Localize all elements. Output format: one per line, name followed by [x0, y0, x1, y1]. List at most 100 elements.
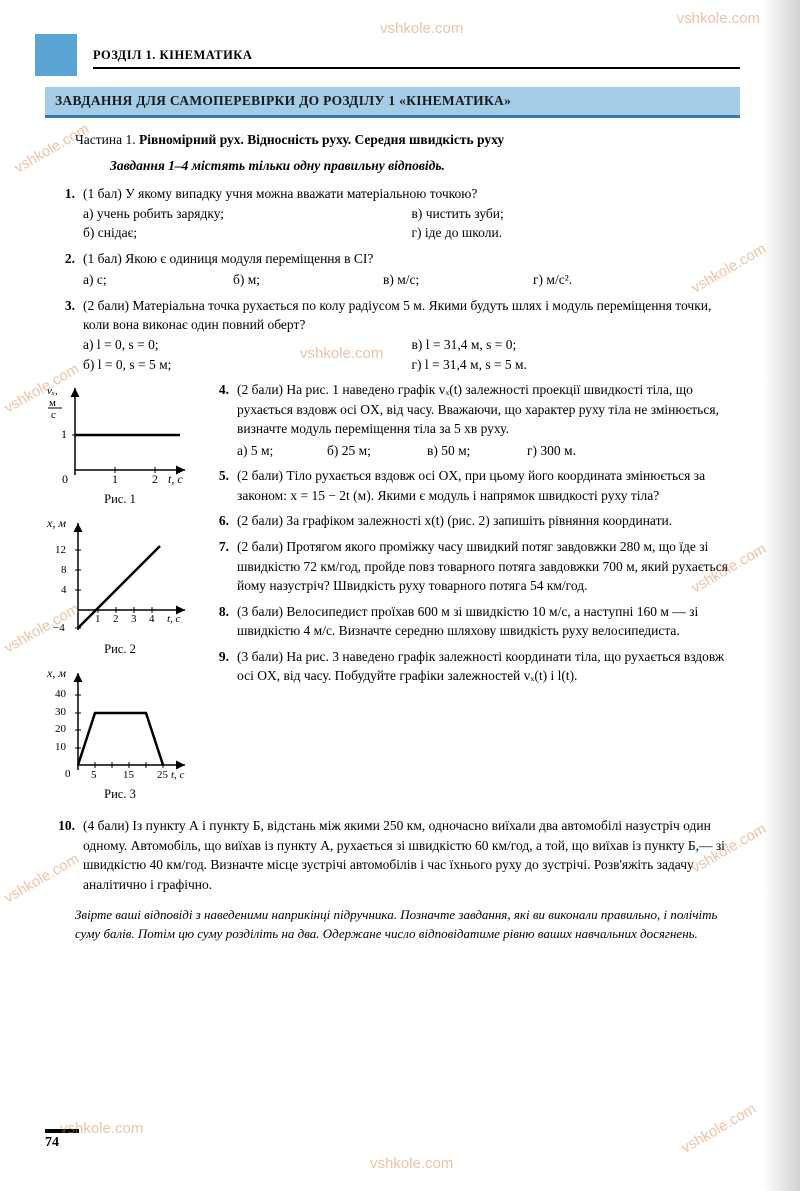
fig2-caption: Рис. 2 — [45, 642, 195, 657]
svg-text:10: 10 — [55, 741, 67, 753]
q4-opt-a: а) 5 м; — [237, 441, 327, 461]
part-title: Частина 1. Рівномірний рух. Відносність … — [75, 132, 740, 148]
q7-text: (2 бали) Протягом якого проміжку часу шв… — [237, 537, 740, 596]
q3-opt-b: б) l = 0, s = 5 м; — [83, 355, 412, 375]
q10-text: (4 бали) Із пункту А і пункту Б, відстан… — [83, 816, 740, 894]
figures-column: vₓ, м с 1 0 1 2 t, с Рис. 1 — [45, 380, 195, 810]
watermark: vshkole.com — [11, 120, 92, 176]
q4-text: (2 бали) На рис. 1 наведено графік vₓ(t)… — [237, 382, 719, 436]
svg-text:t, с: t, с — [168, 472, 183, 486]
svg-text:x, м: x, м — [46, 516, 66, 530]
svg-text:4: 4 — [61, 584, 67, 596]
q1-text: (1 бал) У якому випадку учня можна вважа… — [83, 186, 477, 201]
q9-text: (3 бали) На рис. 3 наведено графік залеж… — [237, 647, 740, 686]
q5-text: (2 бали) Тіло рухається вздовж осі OX, п… — [237, 466, 740, 505]
part-num: Частина 1. — [75, 132, 136, 147]
part-name: Рівномірний рух. Відносність руху. Серед… — [139, 132, 504, 147]
q3-opt-v: в) l = 31,4 м, s = 0; — [412, 335, 741, 355]
q2-opt-g: г) м/с². — [533, 270, 683, 290]
svg-text:t, с: t, с — [167, 613, 181, 625]
page: РОЗДІЛ 1. КІНЕМАТИКА ЗАВДАННЯ ДЛЯ САМОПЕ… — [0, 0, 800, 1191]
q3-text: (2 бали) Матеріальна точка рухається по … — [83, 298, 711, 333]
svg-text:5: 5 — [91, 769, 97, 781]
question-8: 8. (3 бали) Велосипедист проїхав 600 м з… — [207, 602, 740, 641]
svg-text:−4: −4 — [53, 622, 65, 634]
q8-num: 8. — [207, 602, 229, 641]
q2-opt-b: б) м; — [233, 270, 383, 290]
svg-text:4: 4 — [149, 613, 155, 625]
q3-opt-a: а) l = 0, s = 0; — [83, 335, 412, 355]
svg-text:2: 2 — [113, 613, 119, 625]
q2-opt-v: в) м/с; — [383, 270, 533, 290]
q2-opt-a: а) с; — [83, 270, 233, 290]
section-header: РОЗДІЛ 1. КІНЕМАТИКА — [93, 48, 740, 69]
decor-square — [35, 34, 77, 76]
q3-opt-g: г) l = 31,4 м, s = 5 м. — [412, 355, 741, 375]
page-number: 74 — [45, 1129, 79, 1151]
svg-text:2: 2 — [152, 472, 158, 486]
svg-text:t, с: t, с — [171, 769, 185, 781]
watermark: vshkole.com — [380, 20, 463, 37]
watermark: vshkole.com — [678, 1100, 759, 1156]
q1-opt-g: г) іде до школи. — [412, 223, 741, 243]
question-6: 6. (2 бали) За графіком залежності x(t) … — [207, 511, 740, 531]
q4-num: 4. — [207, 380, 229, 460]
svg-text:м: м — [49, 397, 56, 409]
q4-opt-v: в) 50 м; — [427, 441, 527, 461]
question-2: 2. (1 бал) Якою є одиниця модуля переміщ… — [45, 249, 740, 290]
watermark: vshkole.com — [677, 10, 760, 27]
svg-text:vₓ,: vₓ, — [47, 385, 58, 397]
q2-num: 2. — [45, 249, 75, 290]
watermark: vshkole.com — [370, 1155, 453, 1172]
fig3-caption: Рис. 3 — [45, 787, 195, 802]
title-bar: ЗАВДАННЯ ДЛЯ САМОПЕРЕВІРКИ ДО РОЗДІЛУ 1 … — [45, 87, 740, 118]
svg-text:x, м: x, м — [46, 666, 66, 680]
svg-text:3: 3 — [131, 613, 137, 625]
fig1-svg: vₓ, м с 1 0 1 2 t, с — [45, 380, 195, 490]
right-column: 4. (2 бали) На рис. 1 наведено графік vₓ… — [207, 380, 740, 810]
q10-num: 10. — [45, 816, 75, 894]
instructions: Завдання 1–4 містять тільки одну правиль… — [110, 158, 740, 174]
question-7: 7. (2 бали) Протягом якого проміжку часу… — [207, 537, 740, 596]
question-1: 1. (1 бал) У якому випадку учня можна вв… — [45, 184, 740, 243]
fig3-svg: x, м 40 30 20 10 0 5 15 25 t, с — [45, 665, 195, 785]
q4-opt-g: г) 300 м. — [527, 441, 627, 461]
svg-text:15: 15 — [123, 769, 135, 781]
q2-text: (1 бал) Якою є одиниця модуля переміщенн… — [83, 251, 373, 266]
q7-num: 7. — [207, 537, 229, 596]
q6-text: (2 бали) За графіком залежності x(t) (ри… — [237, 511, 740, 531]
figure-2: x, м 12 8 4 −4 1 2 3 4 — [45, 515, 195, 657]
svg-text:30: 30 — [55, 706, 67, 718]
question-3: 3. (2 бали) Матеріальна точка рухається … — [45, 296, 740, 374]
svg-text:с: с — [51, 409, 56, 421]
svg-text:20: 20 — [55, 723, 67, 735]
q1-opt-a: а) учень робить зарядку; — [83, 204, 412, 224]
fig2-svg: x, м 12 8 4 −4 1 2 3 4 — [45, 515, 195, 640]
q1-opt-b: б) снідає; — [83, 223, 412, 243]
svg-text:0: 0 — [62, 472, 68, 486]
fig1-caption: Рис. 1 — [45, 492, 195, 507]
q3-num: 3. — [45, 296, 75, 374]
q6-num: 6. — [207, 511, 229, 531]
q1-opt-v: в) чистить зуби; — [412, 204, 741, 224]
q4-opt-b: б) 25 м; — [327, 441, 427, 461]
question-10: 10. (4 бали) Із пункту А і пункту Б, від… — [45, 816, 740, 894]
q1-num: 1. — [45, 184, 75, 243]
svg-text:8: 8 — [61, 564, 67, 576]
q8-text: (3 бали) Велосипедист проїхав 600 м зі ш… — [237, 602, 740, 641]
figure-3: x, м 40 30 20 10 0 5 15 25 t, с — [45, 665, 195, 802]
question-4: 4. (2 бали) На рис. 1 наведено графік vₓ… — [207, 380, 740, 460]
svg-text:1: 1 — [95, 613, 101, 625]
question-9: 9. (3 бали) На рис. 3 наведено графік за… — [207, 647, 740, 686]
content-with-figures: vₓ, м с 1 0 1 2 t, с Рис. 1 — [45, 380, 740, 810]
q9-num: 9. — [207, 647, 229, 686]
figure-1: vₓ, м с 1 0 1 2 t, с Рис. 1 — [45, 380, 195, 507]
footer-note: Звірте ваші відповіді з наведеними напри… — [75, 906, 740, 944]
svg-text:40: 40 — [55, 688, 67, 700]
question-5: 5. (2 бали) Тіло рухається вздовж осі OX… — [207, 466, 740, 505]
svg-text:0: 0 — [65, 768, 71, 780]
svg-text:1: 1 — [112, 472, 118, 486]
q5-num: 5. — [207, 466, 229, 505]
right-shadow — [762, 0, 800, 1191]
svg-text:12: 12 — [55, 544, 66, 556]
